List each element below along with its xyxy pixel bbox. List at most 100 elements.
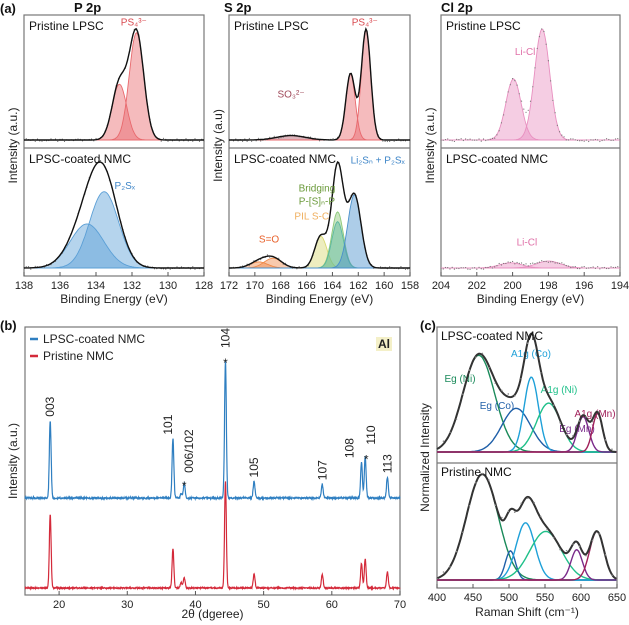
xps-s2p-data-point <box>246 140 248 142</box>
xps-s2p-annotation: PIL S-C <box>294 212 329 223</box>
xps-cl2p-data-point <box>563 263 565 265</box>
xps-cl2p-data-point <box>520 262 523 264</box>
raman-peak-label: Eg (Ni) <box>444 374 475 385</box>
xps-s2p-tick-label: 166 <box>297 280 315 292</box>
xrd-peak-label: 113 <box>380 454 394 473</box>
raman-data-point <box>468 504 471 507</box>
xps-cl2p-data-point <box>500 122 503 124</box>
xps-cl2p-data-point <box>462 139 464 142</box>
xps-s2p-annotation: S=O <box>259 235 280 246</box>
raman-data-point <box>552 537 555 539</box>
xps-cl2p-data-point <box>460 267 462 269</box>
xps-cl2p-data-point <box>471 267 473 269</box>
xrd-tick-label: 70 <box>394 599 406 611</box>
xps-cl2p-data-point <box>494 137 496 139</box>
xps-p2p-tick-label: 130 <box>159 280 177 292</box>
xps-cl2p-data-point <box>612 139 614 141</box>
xps-p2p-tick-label: 134 <box>87 280 105 292</box>
xps-cl2p-data-point <box>547 60 550 62</box>
xps-cl2p-data-point <box>594 267 596 269</box>
raman-data-point <box>598 533 600 535</box>
xps-s2p-tick-label: 168 <box>272 280 290 292</box>
xps-cl2p-data-point <box>444 138 447 141</box>
xps-cl2p-data-point <box>597 266 599 268</box>
xps-p2p-component-peak <box>24 191 204 269</box>
xps-cl2p-data-point <box>478 138 480 140</box>
xps-cl2p-data-point <box>451 140 453 142</box>
legend-entry: LPSC-coated NMC <box>43 332 145 346</box>
xps-cl2p-data-point <box>525 263 527 265</box>
xps-cl2p-data-point <box>554 112 556 114</box>
panel-label-a: (a) <box>0 1 16 16</box>
xps-cl2p-data-point <box>496 265 498 267</box>
xps-cl2p-data-point <box>614 266 617 268</box>
xps-p2p-data-point <box>187 140 189 142</box>
xps-cl2p-data-point <box>563 136 565 138</box>
xps-cl2p-data-point <box>550 261 552 263</box>
xps-cl2p-data-point <box>469 268 471 270</box>
raman-data-point <box>442 571 445 573</box>
xps-s2p-data-point <box>280 137 282 139</box>
raman-data-point <box>611 448 613 450</box>
xps-p2p-xlabel: Binding Energy (eV) <box>60 292 167 306</box>
xps-cl2p-data-point <box>518 93 520 95</box>
xps-cl2p-data-point <box>496 134 498 136</box>
xps-p2p-envelope <box>24 28 204 141</box>
xps-cl2p-data-point <box>579 268 581 270</box>
xps-cl2p-data-point <box>494 266 496 268</box>
xps-cl2p-data-point <box>574 266 576 268</box>
xps-cl2p-tick-label: 204 <box>432 280 450 292</box>
raman-tick-label: 550 <box>536 592 554 604</box>
xps-cl2p-component-peak <box>441 28 620 141</box>
xrd-series-pristine <box>24 481 401 591</box>
raman-data-point <box>462 531 464 534</box>
raman-data-point <box>494 382 497 385</box>
xps-p2p-data-point <box>165 268 167 270</box>
xps-p2p-data-point <box>194 138 196 140</box>
xps-cl2p-data-point <box>588 267 590 269</box>
xps-s2p-tick-label: 158 <box>401 280 419 292</box>
xps-p2p-data-point <box>25 138 27 140</box>
xps-cl2p-data-point <box>482 138 485 140</box>
raman-peak-label: A1g (Co) <box>511 349 551 360</box>
raman-peak-label: Eg (Co) <box>480 401 514 412</box>
xps-s2p-data-point <box>404 268 407 271</box>
xps-s2p-data-point <box>278 257 280 259</box>
raman-data-point <box>559 421 561 424</box>
raman-data-point <box>578 545 581 548</box>
xps-cl2p-data-point <box>532 86 534 88</box>
xps-cl2p-data-point <box>516 261 518 264</box>
xps-cl2p-data-point <box>579 140 581 142</box>
xps-s2p-data-point <box>379 266 382 268</box>
xps-cl2p-data-point <box>605 138 608 140</box>
xps-s2p-tick-label: 164 <box>323 280 341 292</box>
xps-cl2p-data-point <box>592 266 594 268</box>
al-label: Al <box>378 337 390 351</box>
xps-cl2p-data-point <box>550 80 552 82</box>
xps-cl2p-data-point <box>442 139 444 141</box>
raman-data-point <box>533 335 535 337</box>
raman-data-point <box>565 549 568 552</box>
xps-cl2p-ylabel: Intensity (a.u.) <box>423 107 437 183</box>
xrd-peak-label: 006/102 <box>182 429 196 473</box>
xps-cl2p-data-point <box>543 30 545 33</box>
xps-cl2p-data-point <box>498 262 500 265</box>
xps-p2p-data-point <box>180 266 183 268</box>
xps-p2p-data-point <box>95 137 97 140</box>
xps-cl2p-data-point <box>545 260 547 263</box>
xps-cl2p-data-point <box>603 139 605 141</box>
xps-cl2p-data-point <box>478 266 480 268</box>
xps-p2p-data-point <box>54 138 57 140</box>
xps-cl2p-data-point <box>608 267 610 270</box>
xps-cl2p-data-point <box>619 139 621 141</box>
xps-cl2p-data-point <box>505 101 507 103</box>
xps-cl2p-data-point <box>576 139 579 142</box>
raman-component-peak <box>436 354 617 453</box>
xps-cl2p-data-point <box>610 266 612 268</box>
xps-cl2p-data-point <box>485 266 487 269</box>
raman-data-point <box>552 404 555 406</box>
xps-s2p-data-point <box>407 268 409 270</box>
xps-cl2p-data-point <box>458 267 460 270</box>
xps-p2p-data-point <box>167 140 169 142</box>
